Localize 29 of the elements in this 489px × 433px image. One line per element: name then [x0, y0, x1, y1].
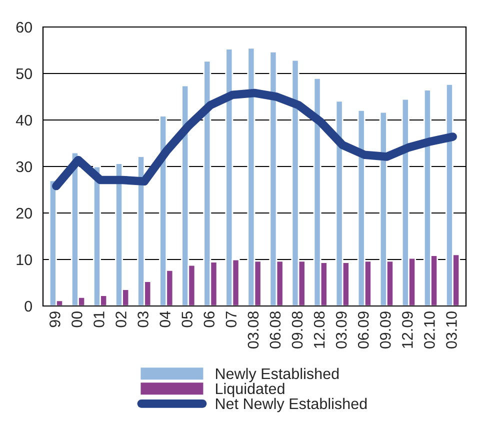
y-tick-label: 40	[16, 114, 32, 126]
x-tick-label: 02	[116, 312, 126, 328]
x-tick-label: 03	[138, 312, 148, 328]
x-tick-label: 06.08	[270, 312, 281, 348]
legend-label: Liquidated	[216, 382, 284, 398]
x-tick-label: 01	[94, 312, 104, 328]
x-tick-label: 03.08	[248, 312, 259, 348]
x-tick-label: 06	[204, 312, 215, 328]
x-tick-label: 03.09	[336, 312, 347, 348]
x-tick-label: 12.09	[402, 312, 413, 348]
x-tick-label: 05	[182, 312, 193, 328]
x-tick-label: 04	[160, 311, 170, 328]
y-tick-label: 30	[16, 161, 32, 172]
y-tick-label: 20	[16, 208, 32, 219]
x-tick-label: 02.10	[424, 311, 435, 348]
x-tick-label: 03.10	[446, 311, 457, 348]
y-tick-label: 10	[16, 254, 32, 266]
y-tick-label: 60	[16, 22, 32, 33]
x-tick-label: 12.08	[314, 312, 325, 348]
legend-label: Newly Established	[216, 368, 339, 382]
x-tick-label: 07	[226, 312, 237, 328]
x-tick-label: 09.09	[380, 312, 391, 348]
y-tick-label: 50	[16, 68, 32, 80]
y-tick-label: 0	[24, 300, 32, 312]
x-tick-label: 99	[50, 312, 60, 328]
x-tick-label: 06.09	[358, 312, 369, 348]
legend-label: Net Newly Established	[216, 398, 367, 412]
x-tick-label: 00	[72, 311, 82, 328]
x-tick-label: 09.08	[292, 312, 303, 348]
